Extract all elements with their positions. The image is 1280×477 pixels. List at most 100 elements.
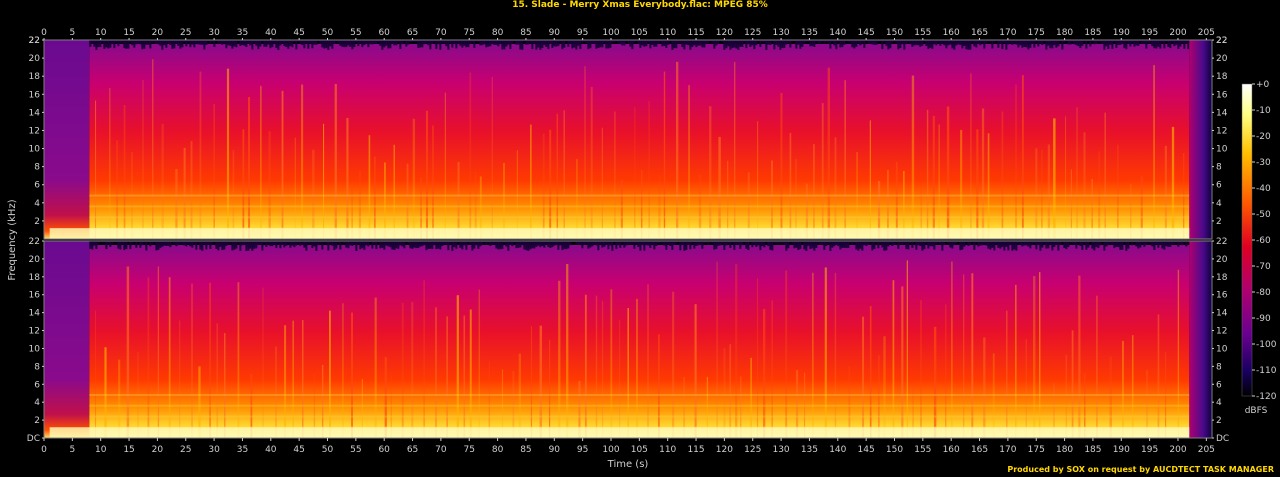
hf-edge: [501, 40, 504, 50]
transient-streak: [95, 100, 97, 240]
hf-edge: [159, 40, 162, 46]
transient-streak: [446, 316, 448, 438]
hf-edge: [1115, 40, 1118, 49]
transient-streak: [1109, 356, 1112, 438]
hf-edge: [161, 241, 164, 247]
hf-edge: [651, 40, 654, 45]
hf-edge: [1071, 241, 1074, 244]
hf-edge: [617, 241, 620, 246]
hf-edge: [1087, 241, 1090, 248]
hf-edge: [281, 40, 284, 43]
hf-edge: [273, 241, 276, 245]
hf-edge: [913, 241, 916, 243]
hf-edge: [201, 40, 204, 45]
transient-streak: [1153, 65, 1155, 240]
hf-edge: [583, 40, 586, 43]
hf-edge: [819, 241, 822, 245]
hf-edge: [179, 241, 182, 244]
hf-edge: [231, 40, 234, 49]
hf-edge: [829, 241, 832, 251]
hf-edge: [279, 40, 282, 46]
hf-edge: [397, 40, 400, 43]
hf-edge: [915, 241, 918, 250]
transient-streak: [1083, 132, 1086, 239]
hf-edge: [1001, 241, 1004, 248]
transient-streak: [856, 151, 858, 239]
hf-edge: [1125, 241, 1128, 251]
hf-edge: [95, 40, 98, 50]
hf-edge: [373, 241, 376, 245]
hf-edge: [695, 40, 698, 48]
hf-edge: [523, 40, 526, 42]
hf-edge: [333, 40, 336, 44]
transient-streak: [216, 323, 219, 438]
hf-edge: [369, 40, 372, 45]
hf-edge: [1093, 40, 1096, 45]
hf-edge: [259, 241, 262, 245]
x-tick-label: 170: [999, 445, 1016, 455]
hf-edge: [325, 241, 328, 244]
hf-edge: [1091, 40, 1094, 42]
hf-edge: [989, 40, 992, 43]
hf-edge: [637, 40, 640, 44]
hf-edge: [155, 241, 158, 251]
x-tick-label: 195: [1141, 445, 1158, 455]
hf-edge: [361, 241, 364, 249]
transient-streak: [558, 280, 561, 438]
hf-edge: [655, 241, 658, 246]
hf-edge: [707, 40, 710, 44]
hf-edge: [623, 241, 626, 248]
hf-edge: [551, 40, 554, 49]
hf-edge: [939, 241, 942, 245]
hf-edge: [421, 241, 424, 247]
hf-edge: [315, 40, 318, 45]
hf-edge: [1151, 241, 1154, 247]
hf-edge: [375, 40, 378, 44]
transient-streak: [757, 121, 759, 239]
x-tick-label: 15: [123, 28, 134, 38]
hf-edge: [553, 241, 556, 246]
y-tick-label: 18: [1216, 72, 1228, 82]
hf-edge: [451, 241, 454, 251]
transient-streak: [384, 162, 386, 239]
y-tick-label: DC: [1216, 434, 1229, 444]
transient-streak: [157, 266, 160, 438]
transient-streak: [698, 174, 702, 239]
hf-edge: [1051, 241, 1054, 251]
transient-streak: [374, 297, 377, 438]
transient-streak: [548, 339, 551, 438]
hf-edge: [337, 40, 340, 44]
hf-edge: [183, 40, 186, 42]
hf-edge: [1175, 241, 1178, 243]
transient-streak: [478, 289, 481, 438]
hf-edge: [303, 241, 306, 248]
hf-edge: [185, 40, 188, 47]
hf-edge: [1181, 40, 1184, 43]
hf-edge: [391, 40, 394, 44]
hf-edge: [255, 241, 258, 249]
hf-edge: [633, 40, 636, 43]
hf-edge: [609, 40, 612, 48]
hf-edge: [139, 40, 142, 45]
hf-edge: [711, 40, 714, 43]
hf-edge: [511, 40, 514, 44]
transient-streak: [334, 83, 337, 239]
hf-edge: [1109, 241, 1112, 243]
hf-edge: [691, 40, 694, 48]
hf-edge: [105, 241, 108, 250]
hf-edge: [597, 40, 600, 48]
transient-streak: [1039, 272, 1041, 438]
hf-edge: [729, 40, 732, 50]
hf-edge: [309, 241, 312, 244]
hf-edge: [355, 241, 358, 251]
hf-edge: [967, 241, 970, 246]
hf-edge: [499, 241, 502, 250]
hf-edge: [557, 40, 560, 47]
hf-edge: [747, 241, 750, 251]
hf-edge: [189, 40, 192, 48]
hf-edge: [987, 40, 990, 42]
hf-edge: [977, 40, 980, 44]
hf-edge: [141, 40, 144, 50]
hf-edge: [343, 40, 346, 48]
hf-edge: [683, 40, 686, 50]
